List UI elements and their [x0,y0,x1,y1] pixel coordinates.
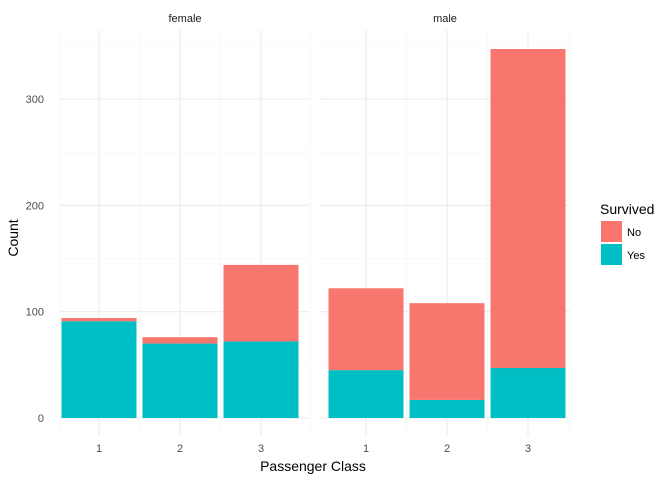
y-tick-label: 200 [26,200,44,212]
x-axis-title: Passenger Class [260,458,366,474]
bar-female-class1-no [61,318,137,322]
x-tick-label: 3 [258,443,264,455]
x-tick-label: 1 [363,443,369,455]
facet-panel-male: male 1 2 3 [319,13,571,455]
y-tick-label: 300 [26,94,44,106]
legend-key-yes [601,244,622,265]
bar-female-class1-yes [61,321,137,418]
x-tick-label: 2 [177,443,183,455]
bar-male-class3-yes [490,368,566,418]
x-tick-label: 1 [96,443,102,455]
bar-male-class2-yes [409,399,485,418]
legend: Survived No Yes [600,201,654,265]
legend-label-yes: Yes [627,250,645,262]
y-axis-title: Count [5,219,21,256]
y-tick-label: 0 [38,413,44,425]
legend-title: Survived [600,201,654,217]
y-tick-label: 100 [26,307,44,319]
bar-male-class1-no [328,288,404,371]
bar-male-class1-yes [328,370,404,418]
facet-label: female [168,13,201,25]
facet-panel-female: female 1 2 3 [59,13,311,455]
bar-female-class3-no [223,264,299,342]
legend-label-no: No [627,227,641,239]
x-tick-label: 3 [525,443,531,455]
legend-key-no [601,221,622,242]
legend-entries: No Yes [601,221,645,265]
bar-male-class3-no [490,49,566,369]
facet-label: male [433,13,457,25]
panels-layer: 0 100 200 300 female 1 2 3 male 1 2 3 [26,13,571,455]
bar-male-class2-no [409,303,485,400]
bar-female-class2-yes [142,343,218,418]
x-tick-label: 2 [444,443,450,455]
bar-female-class2-no [142,337,218,344]
bar-female-class3-yes [223,341,299,418]
